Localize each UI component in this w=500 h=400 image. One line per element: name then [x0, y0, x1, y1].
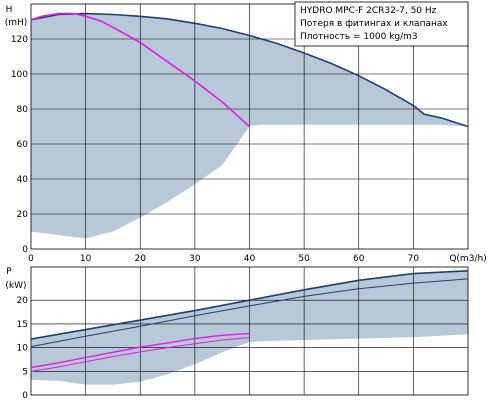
info-density-note: Плотность = 1000 kg/m3 — [300, 32, 418, 42]
y-tick-label: 80 — [17, 105, 29, 115]
x-tick-label: 40 — [244, 254, 256, 264]
info-box-frame — [294, 1, 469, 47]
y-tick-label: 40 — [17, 175, 29, 185]
y-tick-label: 60 — [17, 140, 29, 150]
y-axis-title: H — [6, 5, 13, 15]
y-tick-label: 100 — [11, 70, 28, 80]
series-line-head-max — [30, 12, 469, 128]
series-line-power-single-upper — [30, 332, 250, 369]
y-tick-label: 0 — [22, 245, 28, 255]
y-tick-label: 10 — [17, 344, 29, 354]
power-curve-plot: 0 5 10 15 20 P (kW) — [5, 266, 469, 400]
plot-frame — [30, 266, 469, 396]
y-axis-unit: (kW) — [5, 281, 26, 291]
y-tick-label: 5 — [22, 367, 28, 377]
series-line-power-single-lower — [30, 337, 250, 372]
x-tick-label: 70 — [408, 254, 420, 264]
series-line-power-total-upper — [30, 270, 469, 340]
info-losses-note: Потеря в фитингах и клапанах — [300, 19, 448, 29]
x-tick-label: 30 — [189, 254, 201, 264]
y-tick-label: 120 — [11, 35, 28, 45]
y-axis-title: P — [6, 267, 12, 277]
x-tick-label: 60 — [353, 254, 365, 264]
info-box: HYDRO MPC-F 2CR32-7, 50 Hz Потеря в фити… — [294, 1, 469, 47]
y-axis-unit: (mH) — [5, 18, 28, 28]
y-tick-label: 0 — [22, 391, 28, 400]
y-tick-label: 20 — [17, 210, 29, 220]
x-tick-label: 10 — [80, 254, 92, 264]
x-tick-label: 50 — [298, 254, 310, 264]
y-tick-label: 15 — [17, 320, 28, 330]
info-pump-model: HYDRO MPC-F 2CR32-7, 50 Hz — [300, 6, 437, 16]
series-line-power-total-lower — [30, 278, 469, 348]
series-line-head-single — [30, 12, 251, 128]
x-tick-label: 20 — [135, 254, 147, 264]
x-tick-label: 0 — [28, 254, 34, 264]
y-tick-label: 20 — [17, 296, 29, 306]
x-axis-title: Q(m3/h) — [449, 254, 486, 264]
